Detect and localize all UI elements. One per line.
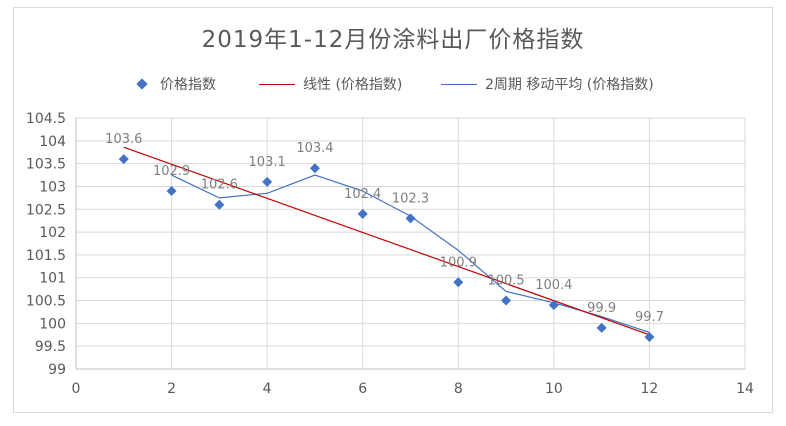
x-tick-label: 8 <box>454 381 463 397</box>
data-label: 103.6 <box>105 132 142 147</box>
axes: 9999.5100100.5101101.5102102.5103103.510… <box>26 111 754 397</box>
y-tick-label: 99.5 <box>35 339 66 355</box>
legend-red-line-icon <box>259 83 295 85</box>
x-tick-label: 14 <box>736 381 754 397</box>
data-point-marker <box>644 332 655 343</box>
legend-label: 2周期 移动平均 (价格指数) <box>485 77 654 93</box>
data-label: 102.3 <box>392 191 429 206</box>
legend-blue-line-icon <box>441 83 477 85</box>
y-tick-label: 104 <box>39 134 66 150</box>
legend-item-trendline: 线性 (价格指数) <box>259 72 402 96</box>
legend-item-scatter: 价格指数 <box>133 72 216 96</box>
y-tick-label: 101 <box>39 271 66 287</box>
chart-frame <box>13 7 773 413</box>
data-point-marker <box>501 295 512 306</box>
data-label: 99.7 <box>635 310 664 325</box>
series <box>118 146 655 343</box>
legend-label: 价格指数 <box>160 77 216 93</box>
y-tick-label: 104.5 <box>26 111 66 127</box>
data-label: 103.1 <box>249 155 286 170</box>
y-tick-label: 102 <box>39 225 66 241</box>
chart-title: 2019年1-12月份涂料出厂价格指数 <box>201 27 585 53</box>
x-tick-label: 10 <box>545 381 563 397</box>
data-labels: 103.6 102.9 102.6 103.1 103.4 102.4 102.3 100.9… <box>105 132 664 325</box>
data-point-marker <box>262 176 273 187</box>
data-point-marker <box>309 163 320 174</box>
data-label: 100.9 <box>440 255 477 270</box>
data-label: 100.4 <box>535 278 572 293</box>
x-tick-label: 12 <box>641 381 659 397</box>
data-point-marker <box>118 154 129 165</box>
data-point-marker <box>357 208 368 219</box>
data-point-marker <box>453 277 464 288</box>
data-label: 103.4 <box>296 141 333 156</box>
y-tick-label: 103.5 <box>26 157 66 173</box>
x-tick-label: 4 <box>263 381 272 397</box>
data-label: 99.9 <box>587 301 616 316</box>
data-label: 102.4 <box>344 187 381 202</box>
legend-label: 线性 (价格指数) <box>303 77 403 93</box>
y-tick-label: 103 <box>39 179 66 195</box>
data-label: 102.6 <box>201 178 238 193</box>
data-point-marker <box>214 199 225 210</box>
data-point-marker <box>596 322 607 333</box>
data-label: 102.9 <box>153 164 190 179</box>
trendline <box>123 146 650 336</box>
data-point-marker <box>548 300 559 311</box>
y-tick-label: 101.5 <box>26 248 66 264</box>
y-tick-label: 100.5 <box>26 294 66 310</box>
y-tick-label: 100 <box>39 316 66 332</box>
data-point-marker <box>405 213 416 224</box>
x-tick-label: 6 <box>358 381 367 397</box>
y-tick-label: 99 <box>48 362 66 378</box>
y-tick-label: 102.5 <box>26 202 66 218</box>
legend-item-moving-average: 2周期 移动平均 (价格指数) <box>441 72 654 96</box>
legend: 价格指数 线性 (价格指数) 2周期 移动平均 (价格指数) <box>0 72 786 98</box>
x-tick-label: 0 <box>72 381 81 397</box>
x-tick-label: 2 <box>167 381 176 397</box>
data-label: 100.5 <box>487 274 524 289</box>
data-point-marker <box>166 186 177 197</box>
